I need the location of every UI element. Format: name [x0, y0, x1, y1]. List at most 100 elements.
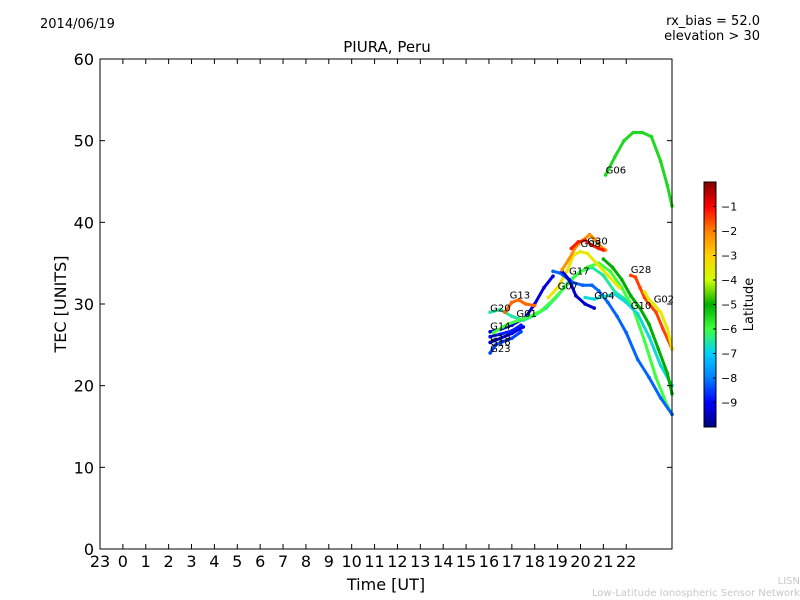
- data-point: [629, 273, 633, 278]
- data-point: [642, 339, 647, 343]
- x-tick-label: 1: [141, 552, 151, 571]
- x-tick-label: 15: [456, 552, 476, 571]
- colorbar-tick-label: −2: [721, 225, 737, 238]
- series-line: [488, 323, 523, 339]
- data-point: [574, 273, 578, 278]
- data-point: [562, 285, 567, 290]
- elevation-label: elevation > 30: [664, 29, 760, 44]
- y-tick-label: 30: [74, 295, 94, 314]
- watermark-line-2: Low-Latitude Ionospheric Sensor Network: [592, 588, 800, 599]
- data-point: [519, 323, 523, 328]
- x-tick-label: 20: [570, 552, 590, 571]
- data-point: [498, 332, 503, 337]
- data-point: [578, 249, 583, 254]
- colorbar: −1 −2 −3 −4 −5 −6 −7 −8 −9 Latitude: [703, 181, 757, 428]
- x-tick-label: 17: [502, 552, 522, 571]
- data-point: [505, 322, 510, 327]
- data-point: [661, 326, 665, 331]
- data-point: [638, 306, 642, 310]
- x-tick-label: 6: [255, 552, 265, 571]
- data-point: [629, 294, 633, 298]
- data-point: [606, 273, 610, 278]
- x-tick-label: 3: [186, 552, 196, 571]
- data-point: [647, 375, 651, 380]
- data-point: [565, 269, 569, 274]
- data-point: [574, 294, 578, 298]
- data-point: [592, 306, 596, 310]
- data-point: [546, 295, 551, 300]
- data-point: [551, 269, 555, 274]
- series-g28: [629, 273, 674, 351]
- satellite-label: G01: [516, 309, 536, 320]
- data-point: [555, 285, 560, 290]
- series-g04: [583, 292, 674, 388]
- y-axis-label: TEC [UNITS]: [51, 256, 70, 354]
- data-point: [551, 274, 555, 279]
- data-point: [488, 334, 492, 339]
- data-point: [510, 336, 514, 341]
- data-point: [656, 347, 661, 351]
- satellite-label: G10: [631, 301, 651, 312]
- data-point: [647, 334, 651, 339]
- data-point: [617, 285, 622, 290]
- y-tick-label: 60: [74, 50, 94, 69]
- data-point: [601, 248, 606, 252]
- data-point: [638, 285, 642, 290]
- x-tick-label: 14: [433, 552, 453, 571]
- data-point: [651, 302, 656, 306]
- series-line: [488, 325, 525, 344]
- date-label: 2014/06/19: [40, 17, 115, 32]
- data-point: [542, 285, 546, 290]
- series-line: [629, 273, 674, 351]
- data-point: [516, 318, 521, 323]
- data-point: [665, 183, 670, 188]
- data-point: [494, 343, 498, 347]
- x-tick-label: 7: [278, 552, 288, 571]
- colorbar-label: Latitude: [742, 278, 757, 332]
- data-point: [488, 340, 492, 345]
- y-tick-label: 20: [74, 377, 94, 396]
- satellite-label: G20: [490, 303, 510, 314]
- colorbar-tick-label: −3: [721, 250, 737, 263]
- data-point: [498, 307, 503, 312]
- data-point: [658, 159, 663, 163]
- data-point: [665, 326, 670, 331]
- data-point: [658, 310, 663, 315]
- x-tick-label: 10: [342, 552, 362, 571]
- data-point: [658, 396, 663, 400]
- x-tick-label: 23: [90, 552, 110, 571]
- series-g13: [503, 298, 537, 315]
- x-tick-label: 19: [547, 552, 567, 571]
- data-point: [523, 302, 528, 306]
- data-point: [608, 269, 612, 274]
- data-point: [592, 297, 596, 301]
- data-point: [587, 232, 592, 237]
- data-point: [583, 238, 587, 243]
- x-tick-label: 5: [232, 552, 242, 571]
- data-point: [516, 298, 521, 302]
- data-point: [519, 330, 523, 334]
- data-point: [583, 295, 587, 300]
- data-point: [631, 130, 635, 135]
- data-point: [532, 303, 537, 308]
- colorbar-tick-label: −5: [721, 299, 737, 312]
- data-point: [606, 300, 610, 305]
- data-point: [585, 251, 590, 256]
- data-point: [585, 265, 590, 270]
- satellite-label: G02: [654, 294, 674, 305]
- colorbar-tick-label: −9: [721, 397, 737, 410]
- data-point: [551, 298, 555, 302]
- data-point: [635, 312, 640, 316]
- colorbar-tick-label: −8: [721, 372, 737, 385]
- satellite-label: G06: [606, 165, 626, 176]
- data-point: [592, 236, 596, 241]
- data-point: [576, 240, 580, 244]
- data-point: [539, 308, 544, 313]
- data-point: [491, 330, 496, 335]
- data-point: [601, 294, 606, 299]
- data-point: [601, 257, 606, 261]
- data-point: [633, 275, 638, 279]
